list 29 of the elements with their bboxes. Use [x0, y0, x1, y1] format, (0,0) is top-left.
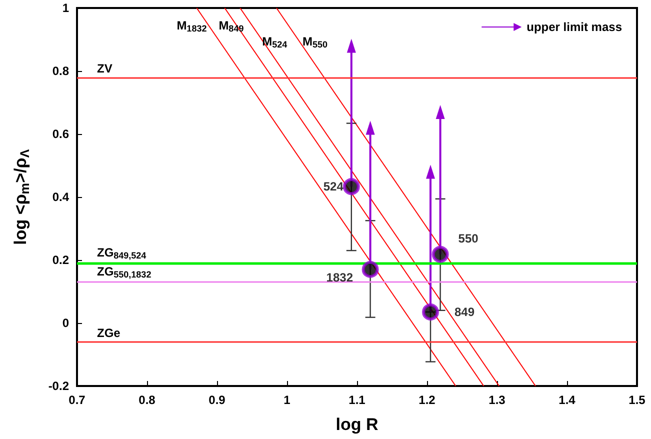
point [362, 260, 379, 278]
annotation: 550 [458, 231, 479, 246]
x-tick-label: 1.5 [628, 393, 646, 407]
point [342, 178, 360, 196]
y-tick-label: 0.8 [52, 64, 70, 78]
point [422, 303, 439, 320]
annotation: 524 [323, 180, 344, 194]
x-tick-label: 1.1 [348, 393, 366, 407]
x-tick-label: 1.2 [418, 393, 436, 407]
y-tick-label: 1 [62, 1, 70, 15]
y-axis-title: log <ρm>/ρΛ [10, 148, 32, 245]
x-axis-title: log R [336, 415, 378, 434]
y-tick-label: 0.6 [52, 127, 70, 141]
y-tick-label: 0.4 [52, 190, 70, 204]
x-tick-label: 1.3 [488, 393, 506, 407]
x-tick-label: 0.8 [138, 393, 156, 407]
y-tick-label: -0.2 [48, 379, 70, 393]
x-tick-label: 1 [284, 393, 291, 407]
ref-line-label: ZGe [97, 326, 121, 340]
legend-label: upper limit mass [526, 20, 622, 34]
x-tick-label: 1.4 [558, 393, 576, 407]
point [432, 246, 449, 263]
x-tick-label: 0.9 [208, 393, 226, 407]
annotation: 849 [454, 304, 475, 319]
y-tick-label: 0.2 [52, 253, 70, 267]
y-tick-label: 0 [62, 316, 70, 330]
annotation: 1832 [326, 270, 354, 284]
x-tick-label: 0.7 [68, 393, 86, 407]
ref-line-label: ZV [97, 61, 112, 76]
